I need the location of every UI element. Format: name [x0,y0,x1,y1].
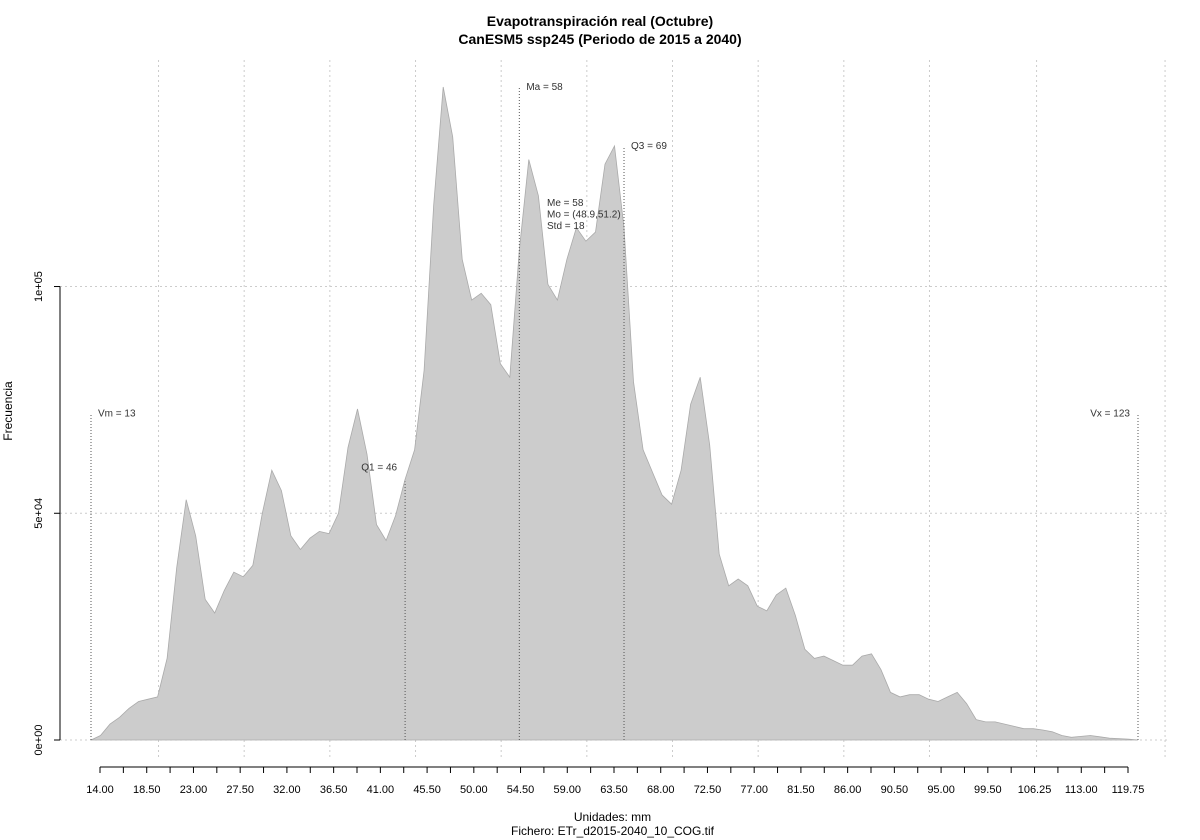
x-tick-label: 113.00 [1065,784,1098,796]
x-tick-label: 86.00 [834,784,862,796]
stats-label: Mo = (48.9,51.2) [547,210,621,221]
y-tick-label: 5e+04 [33,498,45,529]
stats-label: Me = 58 [547,198,584,209]
y-tick-label: 0e+00 [33,725,45,756]
marker-label: Vm = 13 [98,409,136,420]
chart-caption: Fichero: ETr_d2015-2040_10_COG.tif [511,824,714,838]
x-tick-label: 50.00 [460,784,488,796]
y-tick-label: 1e+05 [33,271,45,302]
x-tick-label: 68.00 [647,784,675,796]
marker-label: Ma = 58 [526,82,563,93]
marker-label: Vx = 123 [1090,409,1130,420]
x-tick-label: 27.50 [226,784,254,796]
y-axis-label: Frecuencia [1,381,15,441]
x-tick-label: 18.50 [133,784,161,796]
x-tick-label: 45.50 [413,784,441,796]
x-tick-label: 77.00 [740,784,768,796]
marker-label: Q1 = 46 [361,463,397,474]
chart-subtitle: CanESM5 ssp245 (Periodo de 2015 a 2040) [458,31,742,47]
x-tick-label: 63.50 [600,784,628,796]
x-axis-label: Unidades: mm [573,810,652,824]
x-tick-label: 41.00 [367,784,395,796]
x-tick-label: 119.75 [1112,784,1145,796]
x-tick-label: 14.00 [86,784,114,796]
x-tick-label: 95.00 [927,784,955,796]
chart-title: Evapotranspiración real (Octubre) [486,13,714,29]
x-tick-label: 23.00 [180,784,208,796]
x-tick-label: 59.00 [554,784,582,796]
stats-label: Std = 18 [547,221,585,232]
x-tick-label: 72.50 [694,784,722,796]
x-tick-label: 36.50 [320,784,348,796]
marker-label: Q3 = 69 [631,141,667,152]
x-tick-label: 54.50 [507,784,535,796]
x-tick-label: 99.50 [974,784,1002,796]
x-tick-label: 106.25 [1018,784,1052,796]
x-tick-label: 90.50 [881,784,909,796]
x-tick-label: 81.50 [787,784,815,796]
density-area [90,86,1139,741]
x-tick-label: 32.00 [273,784,301,796]
